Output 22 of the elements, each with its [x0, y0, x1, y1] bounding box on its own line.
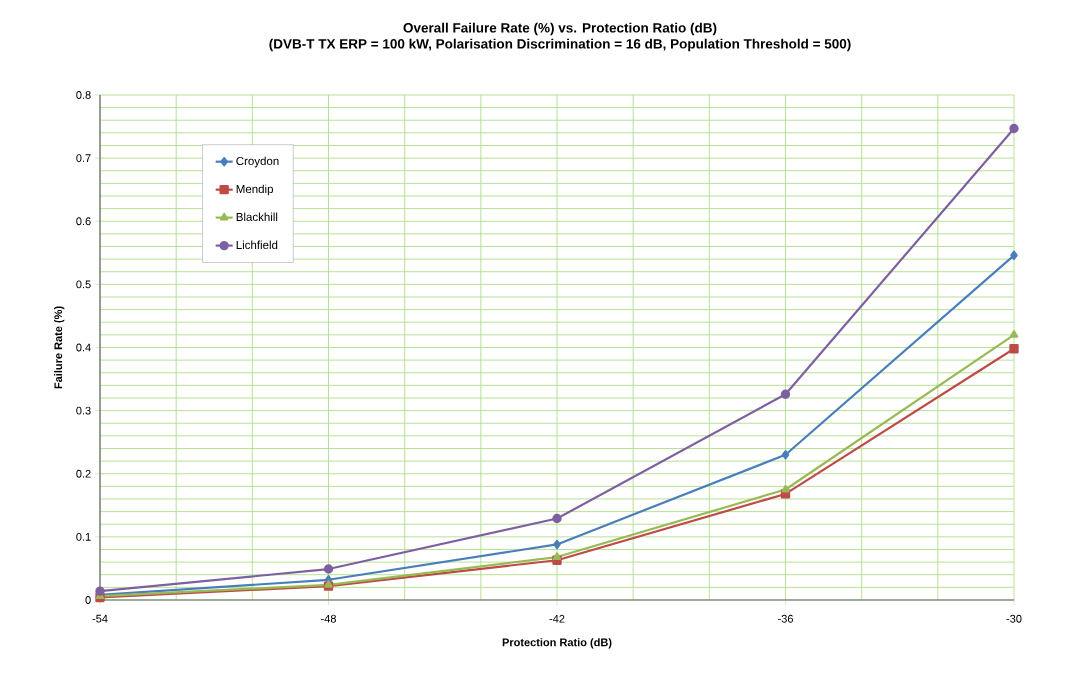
- x-axis-title: Protection Ratio (dB): [502, 638, 612, 649]
- x-tick-label: -36: [778, 614, 793, 623]
- legend-label: Mendip: [236, 184, 273, 196]
- y-tick-label: 0.5: [76, 280, 91, 289]
- y-tick-label: 0: [85, 596, 91, 604]
- y-axis-title: Failure Rate (%): [54, 306, 65, 389]
- y-tick-label: 0.1: [76, 532, 91, 541]
- y-tick-label: 0.8: [76, 91, 91, 99]
- y-tick-label: 0.4: [76, 343, 91, 352]
- x-tick-label: -54: [92, 614, 108, 623]
- y-tick-label: 0.6: [76, 217, 91, 226]
- y-tick-label: 0.7: [76, 154, 91, 163]
- y-tick-label: 0.2: [76, 469, 91, 478]
- y-tick-label: 0.3: [76, 406, 91, 415]
- x-tick-label: -48: [321, 614, 336, 623]
- legend-label: Blackhill: [236, 212, 278, 222]
- x-tick-label: -30: [1006, 614, 1022, 623]
- chart-subtitle: (DVB-T TX ERP = 100 kW, Polarisation Discrimination = 16 dB, Population Threshold = 500): [269, 38, 851, 52]
- chart-title: Overall Failure Rate (%) vs. Protection Ratio (dB): [403, 22, 717, 36]
- x-tick-label: -42: [549, 614, 565, 623]
- legend-label: Croydon: [236, 156, 279, 168]
- legend-label: Lichfield: [236, 240, 278, 250]
